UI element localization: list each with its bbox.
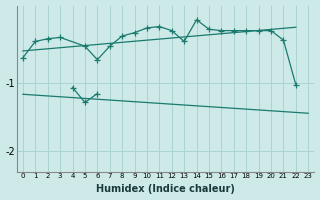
X-axis label: Humidex (Indice chaleur): Humidex (Indice chaleur) xyxy=(96,184,235,194)
